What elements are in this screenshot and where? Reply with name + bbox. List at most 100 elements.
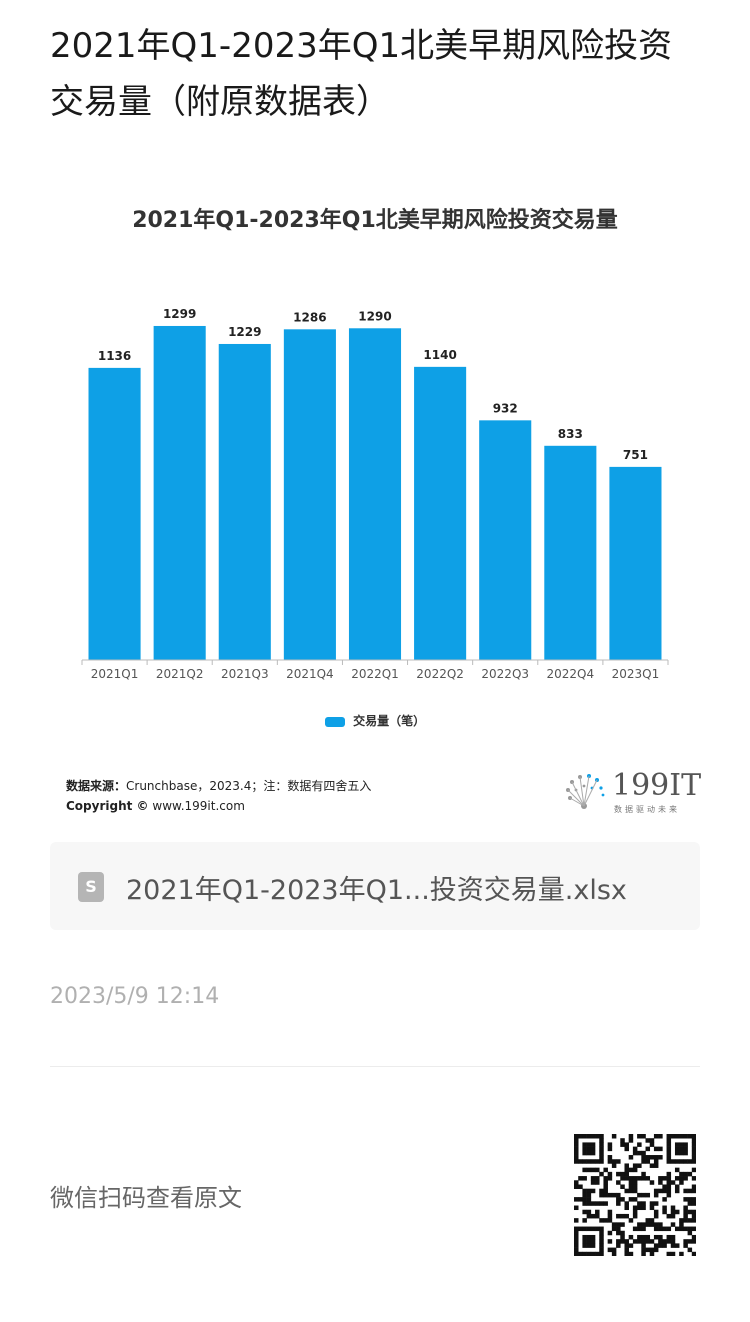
file-icon-letter: S — [85, 877, 97, 896]
qr-module — [641, 1155, 646, 1160]
qr-module — [582, 1209, 587, 1215]
qr-module — [574, 1243, 579, 1248]
qr-module — [595, 1201, 600, 1206]
qr-module — [666, 1180, 672, 1185]
qr-module — [586, 1243, 592, 1248]
qr-module — [674, 1226, 680, 1232]
qr-module — [595, 1176, 600, 1181]
qr-module — [611, 1226, 617, 1232]
qr-module — [599, 1239, 604, 1244]
qr-module — [586, 1239, 592, 1244]
qr-module — [679, 1146, 684, 1152]
qr-module — [586, 1142, 592, 1147]
qr-module — [687, 1209, 693, 1215]
qr-module — [653, 1222, 659, 1227]
qr-module — [683, 1146, 688, 1152]
qr-module — [683, 1226, 688, 1232]
qr-module — [666, 1171, 672, 1177]
qr-module — [666, 1192, 672, 1198]
qr-module — [641, 1192, 646, 1198]
qr-module — [632, 1197, 638, 1202]
qr-code-icon[interactable] — [574, 1134, 696, 1256]
qr-module — [611, 1134, 617, 1139]
qr-module — [624, 1171, 629, 1177]
x-tick-label: 2021Q2 — [156, 667, 204, 681]
qr-module — [582, 1167, 587, 1173]
qr-module — [582, 1239, 587, 1244]
qr-module — [599, 1226, 604, 1232]
qr-module — [607, 1171, 613, 1177]
qr-module — [679, 1134, 684, 1139]
qr-module — [582, 1142, 587, 1147]
qr-module — [586, 1188, 592, 1194]
qr-module — [586, 1146, 592, 1152]
qr-module — [599, 1230, 604, 1236]
qr-module — [645, 1146, 651, 1152]
qr-module — [574, 1251, 579, 1256]
qr-module — [599, 1247, 604, 1253]
qr-module — [670, 1213, 676, 1219]
qr-module — [691, 1188, 696, 1194]
qr-module — [628, 1180, 634, 1185]
qr-module — [662, 1197, 667, 1202]
qr-module — [632, 1167, 638, 1173]
qr-module — [574, 1146, 579, 1152]
qr-module — [620, 1171, 625, 1177]
qr-module — [582, 1146, 587, 1152]
qr-module — [653, 1163, 659, 1168]
qr-module — [662, 1209, 667, 1215]
qr-module — [637, 1176, 642, 1181]
bar — [153, 325, 206, 660]
qr-module — [666, 1155, 672, 1160]
qr-module — [683, 1171, 688, 1177]
qr-module — [624, 1142, 629, 1147]
qr-module — [683, 1218, 688, 1223]
qr-module — [607, 1176, 613, 1181]
qr-module — [607, 1247, 613, 1253]
qr-module — [586, 1251, 592, 1256]
x-tick-label: 2022Q1 — [351, 667, 399, 681]
qr-module — [645, 1234, 651, 1240]
qr-module — [683, 1239, 688, 1244]
qr-module — [632, 1226, 638, 1232]
qr-module — [632, 1188, 638, 1194]
x-tick-label: 2021Q4 — [286, 667, 334, 681]
qr-module — [687, 1159, 693, 1164]
qr-module — [599, 1146, 604, 1152]
qr-module — [599, 1234, 604, 1240]
qr-module — [679, 1218, 684, 1223]
bar — [348, 328, 402, 660]
qr-module — [687, 1239, 693, 1244]
qr-module — [582, 1201, 587, 1206]
qr-module — [691, 1167, 696, 1173]
qr-module — [662, 1176, 667, 1181]
data-label: 751 — [623, 448, 648, 462]
qr-module — [653, 1159, 659, 1164]
qr-module — [653, 1188, 659, 1194]
qr-module — [679, 1226, 684, 1232]
qr-module — [649, 1247, 655, 1253]
qr-module — [616, 1201, 621, 1206]
qr-module — [649, 1239, 655, 1244]
source-label: 数据来源： — [66, 779, 127, 793]
qr-module — [666, 1239, 672, 1244]
qr-module — [590, 1226, 596, 1232]
qr-module — [666, 1150, 672, 1156]
timestamp: 2023/5/9 12:14 — [50, 984, 220, 1009]
data-label: 1140 — [423, 348, 456, 362]
qr-module — [628, 1134, 634, 1139]
qr-module — [666, 1226, 672, 1232]
qr-module — [574, 1234, 579, 1240]
file-attachment[interactable]: S 2021年Q1-2023年Q1...投资交易量.xlsx — [50, 842, 700, 930]
qr-module — [574, 1155, 579, 1160]
brand-tagline: 数据驱动未来 — [614, 805, 680, 814]
qr-module — [603, 1180, 608, 1185]
qr-module — [628, 1251, 634, 1256]
bar — [218, 343, 271, 660]
qr-module — [582, 1197, 587, 1202]
x-tick-label: 2022Q3 — [481, 667, 529, 681]
qr-module — [641, 1243, 646, 1248]
qr-module — [674, 1184, 680, 1189]
qr-module — [574, 1247, 579, 1253]
qr-module — [687, 1247, 693, 1253]
